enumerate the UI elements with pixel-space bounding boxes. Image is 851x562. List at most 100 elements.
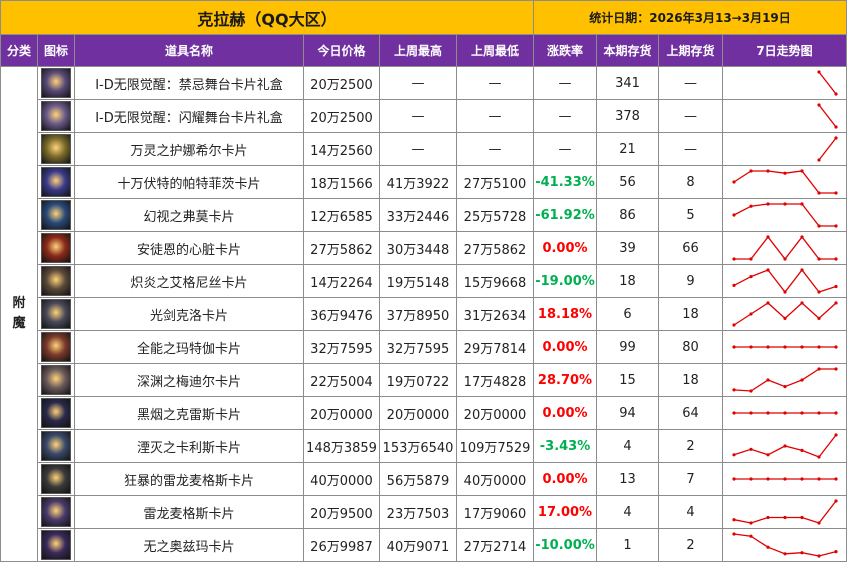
table-row: 附魔 I-D无限觉醒：禁忌舞台卡片礼盒 20万2500— — —341— — [0, 66, 847, 562]
last-week-low: 27万5100 — [456, 165, 534, 199]
change-rate: -41.33% — [533, 165, 597, 199]
previous-stock: 4 — [658, 495, 723, 529]
trend-point — [731, 283, 736, 287]
today-price: 148万3859 — [303, 429, 380, 463]
trend-point — [765, 301, 770, 305]
today-price: 22万5004 — [303, 363, 380, 397]
last-week-low: 31万2634 — [456, 297, 534, 331]
col-header-change-rate: 涨跌率 — [533, 34, 597, 67]
last-week-high: 32万7595 — [379, 330, 457, 364]
trend-point — [765, 345, 770, 349]
trend-sparkline — [816, 136, 838, 162]
previous-stock: — — [658, 99, 723, 133]
previous-stock: 9 — [658, 264, 723, 298]
trend-line — [733, 268, 836, 294]
trend-line — [733, 302, 836, 326]
trend-sparkline — [731, 411, 838, 415]
item-name: 光剑克洛卡片 — [74, 297, 304, 331]
trend-point — [731, 345, 736, 349]
trend-point — [748, 345, 753, 349]
trend-sparkline — [731, 499, 838, 525]
trend-point — [816, 191, 821, 195]
trend-cell — [722, 363, 847, 397]
trend-sparkline — [731, 202, 838, 228]
col-header-category: 分类 — [0, 34, 38, 67]
last-week-high: 40万9071 — [379, 528, 457, 562]
trend-point — [833, 257, 838, 261]
trend-point — [799, 551, 804, 555]
last-week-high: 41万3922 — [379, 165, 457, 199]
change-rate: 0.00% — [533, 330, 597, 364]
current-stock: 15 — [596, 363, 659, 397]
last-week-high: — — [379, 99, 457, 133]
trend-point — [731, 477, 736, 481]
trend-point — [765, 453, 770, 457]
trend-point — [748, 169, 753, 173]
trend-point — [748, 534, 753, 538]
trend-point — [748, 389, 753, 393]
item-name: 狂暴的雷龙麦格斯卡片 — [74, 462, 304, 496]
change-rate: -61.92% — [533, 198, 597, 232]
trend-cell — [722, 99, 847, 133]
last-week-high: 19万0722 — [379, 363, 457, 397]
last-week-low: — — [456, 99, 534, 133]
table-row: 光剑克洛卡片 36万9476 37万8950 31万2634 18.18% 6 18 — [1, 297, 847, 331]
last-week-low: 20万0000 — [456, 396, 534, 430]
last-week-high: — — [379, 66, 457, 100]
card-icon — [41, 431, 71, 461]
item-name: 黑烟之克雷斯卡片 — [74, 396, 304, 430]
trend-point — [799, 448, 804, 452]
icon-cell — [37, 165, 75, 199]
trend-cell — [722, 396, 847, 430]
change-rate: -10.00% — [533, 528, 597, 562]
icon-cell — [37, 396, 75, 430]
current-stock: 21 — [596, 132, 659, 166]
trend-point — [765, 378, 770, 382]
change-rate: -19.00% — [533, 264, 597, 298]
last-week-high: 153万6540 — [379, 429, 457, 463]
trend-point — [816, 477, 821, 481]
trend-cell — [722, 165, 847, 199]
table-row: 深渊之梅迪尔卡片 22万5004 19万0722 17万4828 28.70% 15 18 — [1, 363, 847, 397]
last-week-low: 27万5862 — [456, 231, 534, 265]
table-row: 湮灭之卡利斯卡片 148万3859 153万6540 109万7529 -3.43% 4 2 — [1, 429, 847, 463]
trend-point — [799, 235, 804, 239]
trend-point — [731, 411, 736, 415]
table-row: 安徒恩的心脏卡片 27万5862 30万3448 27万5862 0.00% 39 66 — [1, 231, 847, 265]
trend-point — [782, 552, 787, 556]
title-row: 克拉赫（QQ大区） 统计日期：2026年3月13→3月19日 — [0, 0, 847, 35]
previous-stock: 80 — [658, 330, 723, 364]
card-icon — [41, 266, 71, 296]
trend-point — [782, 202, 787, 206]
card-icon — [41, 233, 71, 263]
last-week-high: — — [379, 132, 457, 166]
trend-point — [799, 345, 804, 349]
trend-cell — [722, 66, 847, 100]
trend-sparkline — [816, 103, 838, 129]
trend-cell — [722, 297, 847, 331]
trend-point — [782, 477, 787, 481]
current-stock: 378 — [596, 99, 659, 133]
last-week-low: 29万7814 — [456, 330, 534, 364]
trend-point — [731, 323, 736, 327]
icon-cell — [37, 99, 75, 133]
icon-cell — [37, 231, 75, 265]
trend-sparkline — [731, 367, 838, 393]
today-price: 36万9476 — [303, 297, 380, 331]
current-stock: 4 — [596, 495, 659, 529]
trend-point — [731, 257, 736, 261]
previous-stock: 2 — [658, 429, 723, 463]
change-rate: 0.00% — [533, 462, 597, 496]
trend-point — [833, 284, 838, 289]
today-price: 32万7595 — [303, 330, 380, 364]
category-label: 附魔 — [12, 296, 26, 331]
card-icon — [41, 134, 71, 164]
trend-point — [731, 388, 736, 392]
previous-stock: — — [658, 66, 723, 100]
change-rate: 28.70% — [533, 363, 597, 397]
item-name: 炽炎之艾格尼丝卡片 — [74, 264, 304, 298]
item-name: I-D无限觉醒：禁忌舞台卡片礼盒 — [74, 66, 304, 100]
trend-cell — [722, 264, 847, 298]
